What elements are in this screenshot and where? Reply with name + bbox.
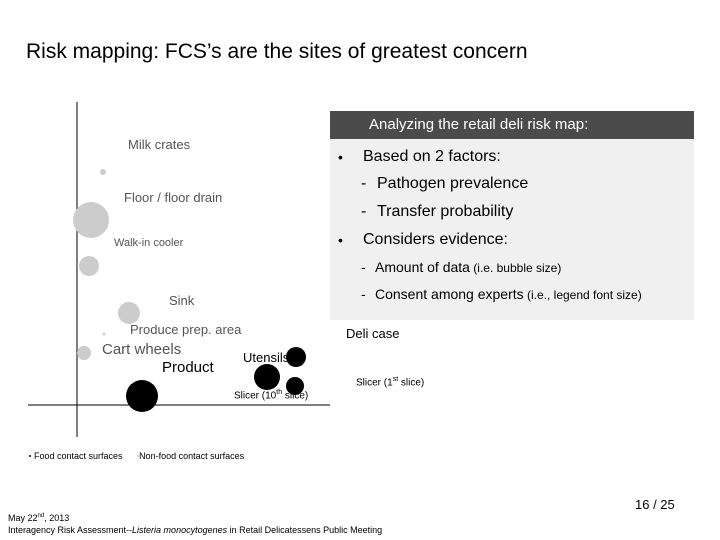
slide-title: Risk mapping: FCS’s are the sites of gre…: [26, 40, 528, 63]
bubble-cart-wheels: [77, 346, 91, 360]
label-walk-in-cooler: Walk-in cooler: [114, 237, 184, 249]
legend-fcs-marker: [29, 455, 31, 457]
legend-fcs: Food contact surfaces: [34, 451, 123, 461]
label-produce-prep: Produce prep. area: [130, 322, 242, 337]
panel-transfer: Transfer probability: [377, 203, 514, 220]
dash-1: -: [361, 175, 367, 192]
panel-amount: Amount of data (i.e. bubble size): [375, 259, 562, 275]
label-utensils: Utensils: [243, 350, 290, 365]
bullet-2: •: [338, 232, 343, 248]
bullet-1: •: [338, 149, 343, 165]
panel-consent: Consent among experts (i.e., legend font…: [375, 286, 642, 302]
footer-date: May 22nd, 2013: [8, 513, 70, 523]
bubble-sink: [118, 302, 140, 324]
page-number: 16 / 25: [635, 497, 675, 512]
label-sink: Sink: [169, 293, 195, 308]
panel-pathogen: Pathogen prevalence: [377, 175, 529, 192]
bubble-slicer-1st: [286, 377, 304, 395]
label-product: Product: [162, 359, 214, 376]
bubble-milk-crates: [100, 169, 106, 175]
label-deli-case: Deli case: [346, 326, 400, 341]
bubble-utensils: [286, 347, 306, 367]
label-cart-wheels: Cart wheels: [102, 341, 182, 358]
label-slicer-10th: Slicer (10th slice): [234, 389, 309, 402]
bubble-walk-in-cooler: [79, 256, 99, 276]
label-floor-drain: Floor / floor drain: [124, 190, 223, 205]
panel-factors: Based on 2 factors:: [363, 148, 501, 165]
dash-4: -: [361, 286, 366, 302]
analysis-panel: • Based on 2 factors: - Pathogen prevale…: [330, 139, 694, 320]
label-slicer-1st: Slicer (1st slice): [356, 376, 425, 389]
dash-2: -: [361, 203, 367, 220]
legend-nfcs-marker: [137, 455, 139, 457]
footer-event: Interagency Risk Assessment--Listeria mo…: [8, 525, 383, 535]
bubble-floor-drain: [73, 202, 109, 238]
dash-3: -: [361, 259, 366, 275]
panel-evidence: Considers evidence:: [363, 231, 508, 248]
panel-header: Analyzing the retail deli risk map:: [330, 111, 694, 139]
legend: Food contact surfaces Non-food contact s…: [28, 451, 244, 461]
bubble-product: [126, 380, 158, 412]
bubble-produce-prep: [102, 332, 106, 336]
bubble-slicer-10th: [254, 364, 280, 390]
legend-nfcs: Non-food contact surfaces: [139, 451, 245, 461]
label-milk-crates: Milk crates: [128, 137, 191, 152]
